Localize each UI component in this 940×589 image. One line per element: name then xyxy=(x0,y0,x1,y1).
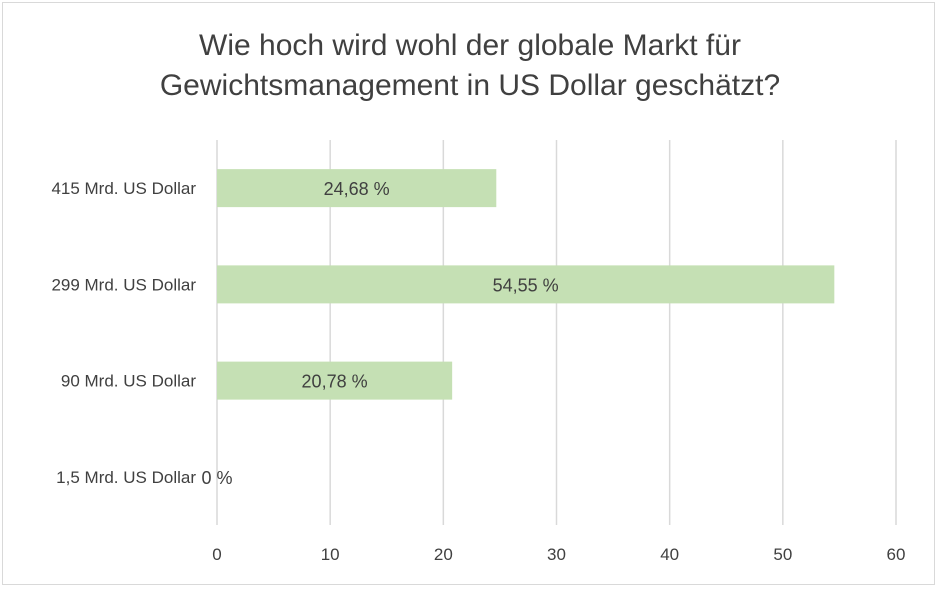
x-tick-label: 0 xyxy=(212,545,221,564)
x-tick-label: 60 xyxy=(887,545,906,564)
data-label: 24,68 % xyxy=(324,179,390,199)
y-category-label: 1,5 Mrd. US Dollar xyxy=(56,468,196,487)
x-tick-label: 10 xyxy=(321,545,340,564)
x-tick-label: 30 xyxy=(547,545,566,564)
x-tick-label: 50 xyxy=(773,545,792,564)
x-tick-label: 40 xyxy=(660,545,679,564)
y-category-label: 90 Mrd. US Dollar xyxy=(61,372,196,391)
bar xyxy=(217,265,835,304)
title-line-2: Gewichtsmanagement in US Dollar geschätz… xyxy=(159,69,781,102)
y-category-label: 415 Mrd. US Dollar xyxy=(51,179,196,198)
bar xyxy=(217,169,497,208)
data-label: 0 % xyxy=(201,468,232,488)
chart-title: Wie hoch wird wohl der globale Markt für… xyxy=(0,26,940,106)
title-line-1: Wie hoch wird wohl der globale Markt für xyxy=(199,29,741,62)
bar xyxy=(217,361,453,400)
x-tick-label: 20 xyxy=(434,545,453,564)
data-label: 20,78 % xyxy=(302,372,368,392)
data-label: 54,55 % xyxy=(493,275,559,295)
y-category-label: 299 Mrd. US Dollar xyxy=(51,275,196,294)
